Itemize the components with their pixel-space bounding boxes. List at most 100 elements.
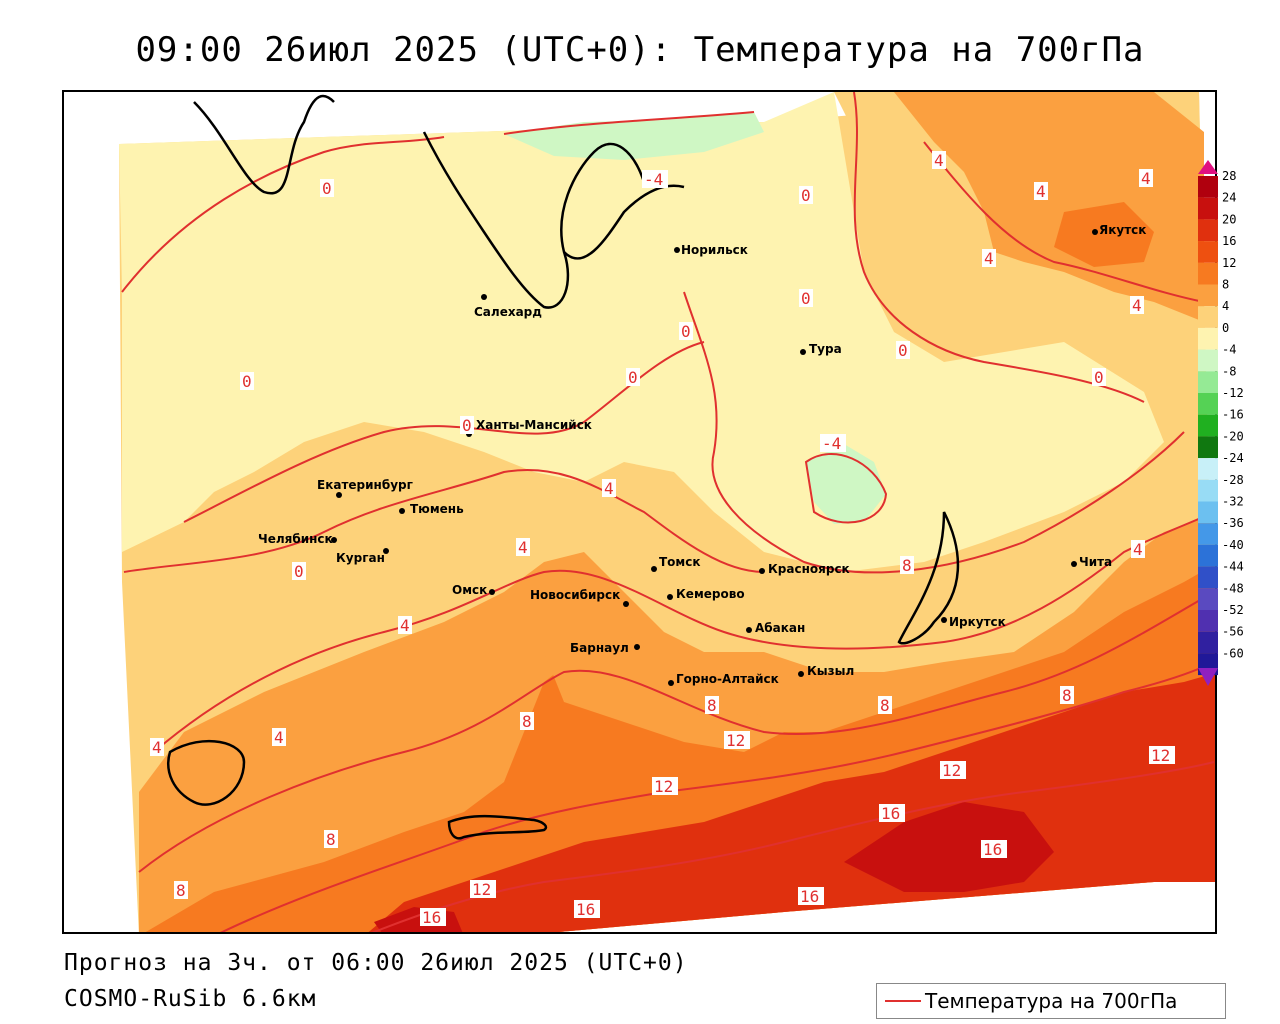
svg-text:8: 8 — [902, 556, 912, 575]
svg-text:Кызыл: Кызыл — [807, 664, 854, 678]
legend: Температура на 700гПа — [876, 983, 1226, 1019]
svg-text:Екатеринбург: Екатеринбург — [317, 478, 413, 492]
svg-text:8: 8 — [326, 830, 336, 849]
colorbar-label: -36 — [1222, 516, 1244, 530]
city-gorno: Горно-Алтайск — [668, 672, 779, 686]
zone-8-12-ne — [894, 92, 1204, 322]
city-omsk: Омск — [452, 583, 495, 597]
svg-text:16: 16 — [576, 900, 595, 919]
coastlines — [167, 94, 960, 840]
colorbar-cell — [1198, 306, 1218, 328]
colorbar-label: 12 — [1222, 256, 1236, 270]
svg-text:8: 8 — [522, 712, 532, 731]
svg-text:4: 4 — [152, 738, 162, 757]
colorbar-label: -56 — [1222, 625, 1244, 639]
svg-text:Новосибирск: Новосибирск — [530, 588, 620, 602]
svg-text:Омск: Омск — [452, 583, 487, 597]
svg-text:4: 4 — [518, 538, 528, 557]
colorbar-top-arrow — [1198, 160, 1218, 174]
legend-label: Температура на 700гПа — [925, 989, 1178, 1013]
svg-text:0: 0 — [801, 186, 811, 205]
svg-text:Салехард: Салехард — [474, 305, 542, 319]
svg-text:4: 4 — [1133, 540, 1143, 559]
svg-text:12: 12 — [942, 761, 961, 780]
svg-text:Красноярск: Красноярск — [768, 562, 850, 576]
svg-text:12: 12 — [654, 777, 673, 796]
colorbar-cell — [1198, 262, 1218, 285]
colorbar-label: -52 — [1222, 603, 1244, 617]
svg-text:16: 16 — [881, 804, 900, 823]
colorbar-cell — [1198, 393, 1218, 415]
colorbar-cell — [1198, 371, 1218, 393]
city-krasnoyarsk: Красноярск — [759, 562, 850, 576]
colorbar-label: 28 — [1222, 169, 1236, 183]
svg-text:-4: -4 — [644, 170, 663, 189]
svg-text:8: 8 — [1062, 686, 1072, 705]
legend-line-swatch — [885, 1000, 921, 1002]
zone-minus4-north — [504, 112, 764, 160]
svg-text:Норильск: Норильск — [681, 243, 748, 257]
svg-text:Якутск: Якутск — [1099, 223, 1146, 237]
colorbar-bottom-arrow — [1198, 668, 1218, 686]
svg-text:4: 4 — [934, 151, 944, 170]
city-tomsk: Томск — [651, 555, 701, 572]
city-abakan: Абакан — [746, 621, 805, 635]
isoline-labels: -4 0 0 0 0 0 0 0 0 0 0 4 4 4 4 4 4 4 4 4… — [150, 151, 1175, 927]
colorbar-cell — [1198, 219, 1218, 242]
colorbar-label: 24 — [1222, 191, 1236, 205]
colorbar-label: -44 — [1222, 560, 1244, 574]
svg-text:4: 4 — [274, 728, 284, 747]
svg-text:Тура: Тура — [809, 342, 842, 356]
colorbar-cell — [1198, 610, 1218, 632]
svg-text:4: 4 — [400, 616, 410, 635]
colorbar-cell — [1198, 284, 1218, 307]
svg-text:8: 8 — [707, 696, 717, 715]
colorbar-label: 20 — [1222, 212, 1236, 226]
svg-text:Томск: Томск — [659, 555, 701, 569]
colorbar-cell — [1198, 479, 1218, 502]
city-chelyabinsk: Челябинск — [258, 532, 337, 546]
model-name: COSMO-RuSib 6.6км — [64, 986, 317, 1012]
svg-text:Тюмень: Тюмень — [410, 502, 464, 516]
svg-text:Горно-Алтайск: Горно-Алтайск — [676, 672, 779, 686]
svg-text:Кемерово: Кемерово — [676, 587, 745, 601]
city-kurgan: Курган — [336, 548, 389, 565]
city-norilsk: Норильск — [674, 243, 748, 257]
map-area: Норильск Якутск Салехард Тура Ханты-Манс… — [62, 90, 1217, 934]
svg-text:Иркутск: Иркутск — [949, 615, 1006, 629]
city-ekaterinburg: Екатеринбург — [317, 478, 413, 498]
colorbar-label: -24 — [1222, 451, 1244, 465]
svg-text:12: 12 — [472, 880, 491, 899]
svg-text:12: 12 — [1151, 746, 1170, 765]
colorbar-label: -40 — [1222, 538, 1244, 552]
city-kemerovo: Кемерово — [667, 587, 745, 601]
city-yakutsk: Якутск — [1092, 223, 1146, 237]
colorbar-cell — [1198, 631, 1218, 654]
colorbar-cell — [1198, 458, 1218, 480]
svg-text:0: 0 — [322, 179, 332, 198]
svg-text:4: 4 — [604, 479, 614, 498]
svg-text:0: 0 — [801, 289, 811, 308]
colorbar-cell — [1198, 544, 1218, 567]
colorbar-labels: 28 24 20 16 12 8 4 0 -4 -8 -12 -16 -20 -24 -28 -32 -36 -4… — [1222, 169, 1244, 660]
svg-text:16: 16 — [422, 908, 441, 927]
forecast-info: Прогноз на 3ч. от 06:00 26июл 2025 (UTC+… — [64, 950, 688, 976]
svg-text:0: 0 — [898, 341, 908, 360]
svg-text:0: 0 — [242, 372, 252, 391]
svg-text:Барнаул: Барнаул — [570, 641, 629, 655]
zone-20-24-south — [844, 802, 1054, 892]
zone-12-16-ne — [1054, 202, 1154, 267]
map-title: 09:00 26июл 2025 (UTC+0): Температура на… — [135, 30, 1145, 70]
cities: Норильск Якутск Салехард Тура Ханты-Манс… — [258, 223, 1146, 686]
colorbar-label: -28 — [1222, 473, 1244, 487]
svg-text:12: 12 — [726, 731, 745, 750]
temperature-map: Норильск Якутск Салехард Тура Ханты-Манс… — [119, 92, 1215, 932]
colorbar-label: -12 — [1222, 386, 1244, 400]
city-irkutsk: Иркутск — [941, 615, 1006, 629]
svg-text:Чита: Чита — [1079, 555, 1112, 569]
city-novosibirsk: Новосибирск — [530, 588, 629, 607]
zone-minus4-center — [806, 444, 886, 524]
svg-text:-4: -4 — [822, 434, 841, 453]
colorbar-label: -48 — [1222, 581, 1244, 595]
colorbar-cell — [1198, 176, 1218, 198]
